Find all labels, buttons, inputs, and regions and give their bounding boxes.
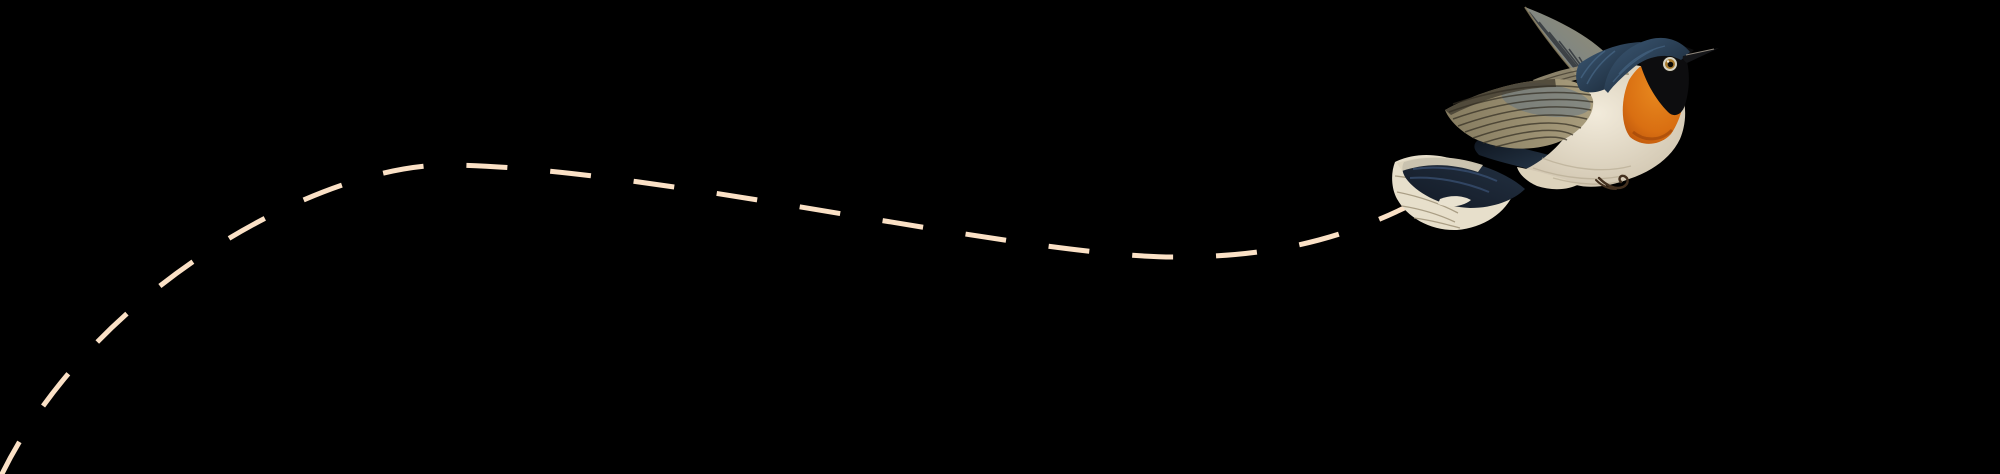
flight-path-dashed-line <box>0 162 1432 474</box>
bird-tail <box>1392 154 1525 231</box>
bird-illustration <box>1392 6 1719 231</box>
bird-beak <box>1682 48 1719 63</box>
bird-back-wing <box>1445 79 1594 149</box>
back-wing-feather-lines <box>1448 85 1594 148</box>
cap-sheen-streaks <box>1612 45 1666 83</box>
throat-dark-edge <box>1632 128 1674 141</box>
foot-curl <box>1597 174 1629 190</box>
foot-toe <box>1595 179 1617 190</box>
beak-shape <box>1682 48 1719 63</box>
belly-shading-lines <box>1532 157 1632 185</box>
bird-foot <box>1595 174 1629 190</box>
undertail-cream-wedge <box>1517 167 1579 190</box>
eye-highlight <box>1666 60 1670 63</box>
tail-sheen-lines <box>1409 166 1498 193</box>
head-cap <box>1604 37 1690 93</box>
tail-white-notch <box>1438 196 1471 207</box>
eye-pupil <box>1667 61 1674 68</box>
beak-highlight-line <box>1685 48 1715 56</box>
bird-head <box>1604 37 1694 116</box>
face-mask <box>1640 43 1694 116</box>
bird-eye <box>1662 56 1678 72</box>
neck-blue-streaks <box>1580 50 1616 85</box>
tail-top-cream-stripe <box>1397 157 1483 172</box>
